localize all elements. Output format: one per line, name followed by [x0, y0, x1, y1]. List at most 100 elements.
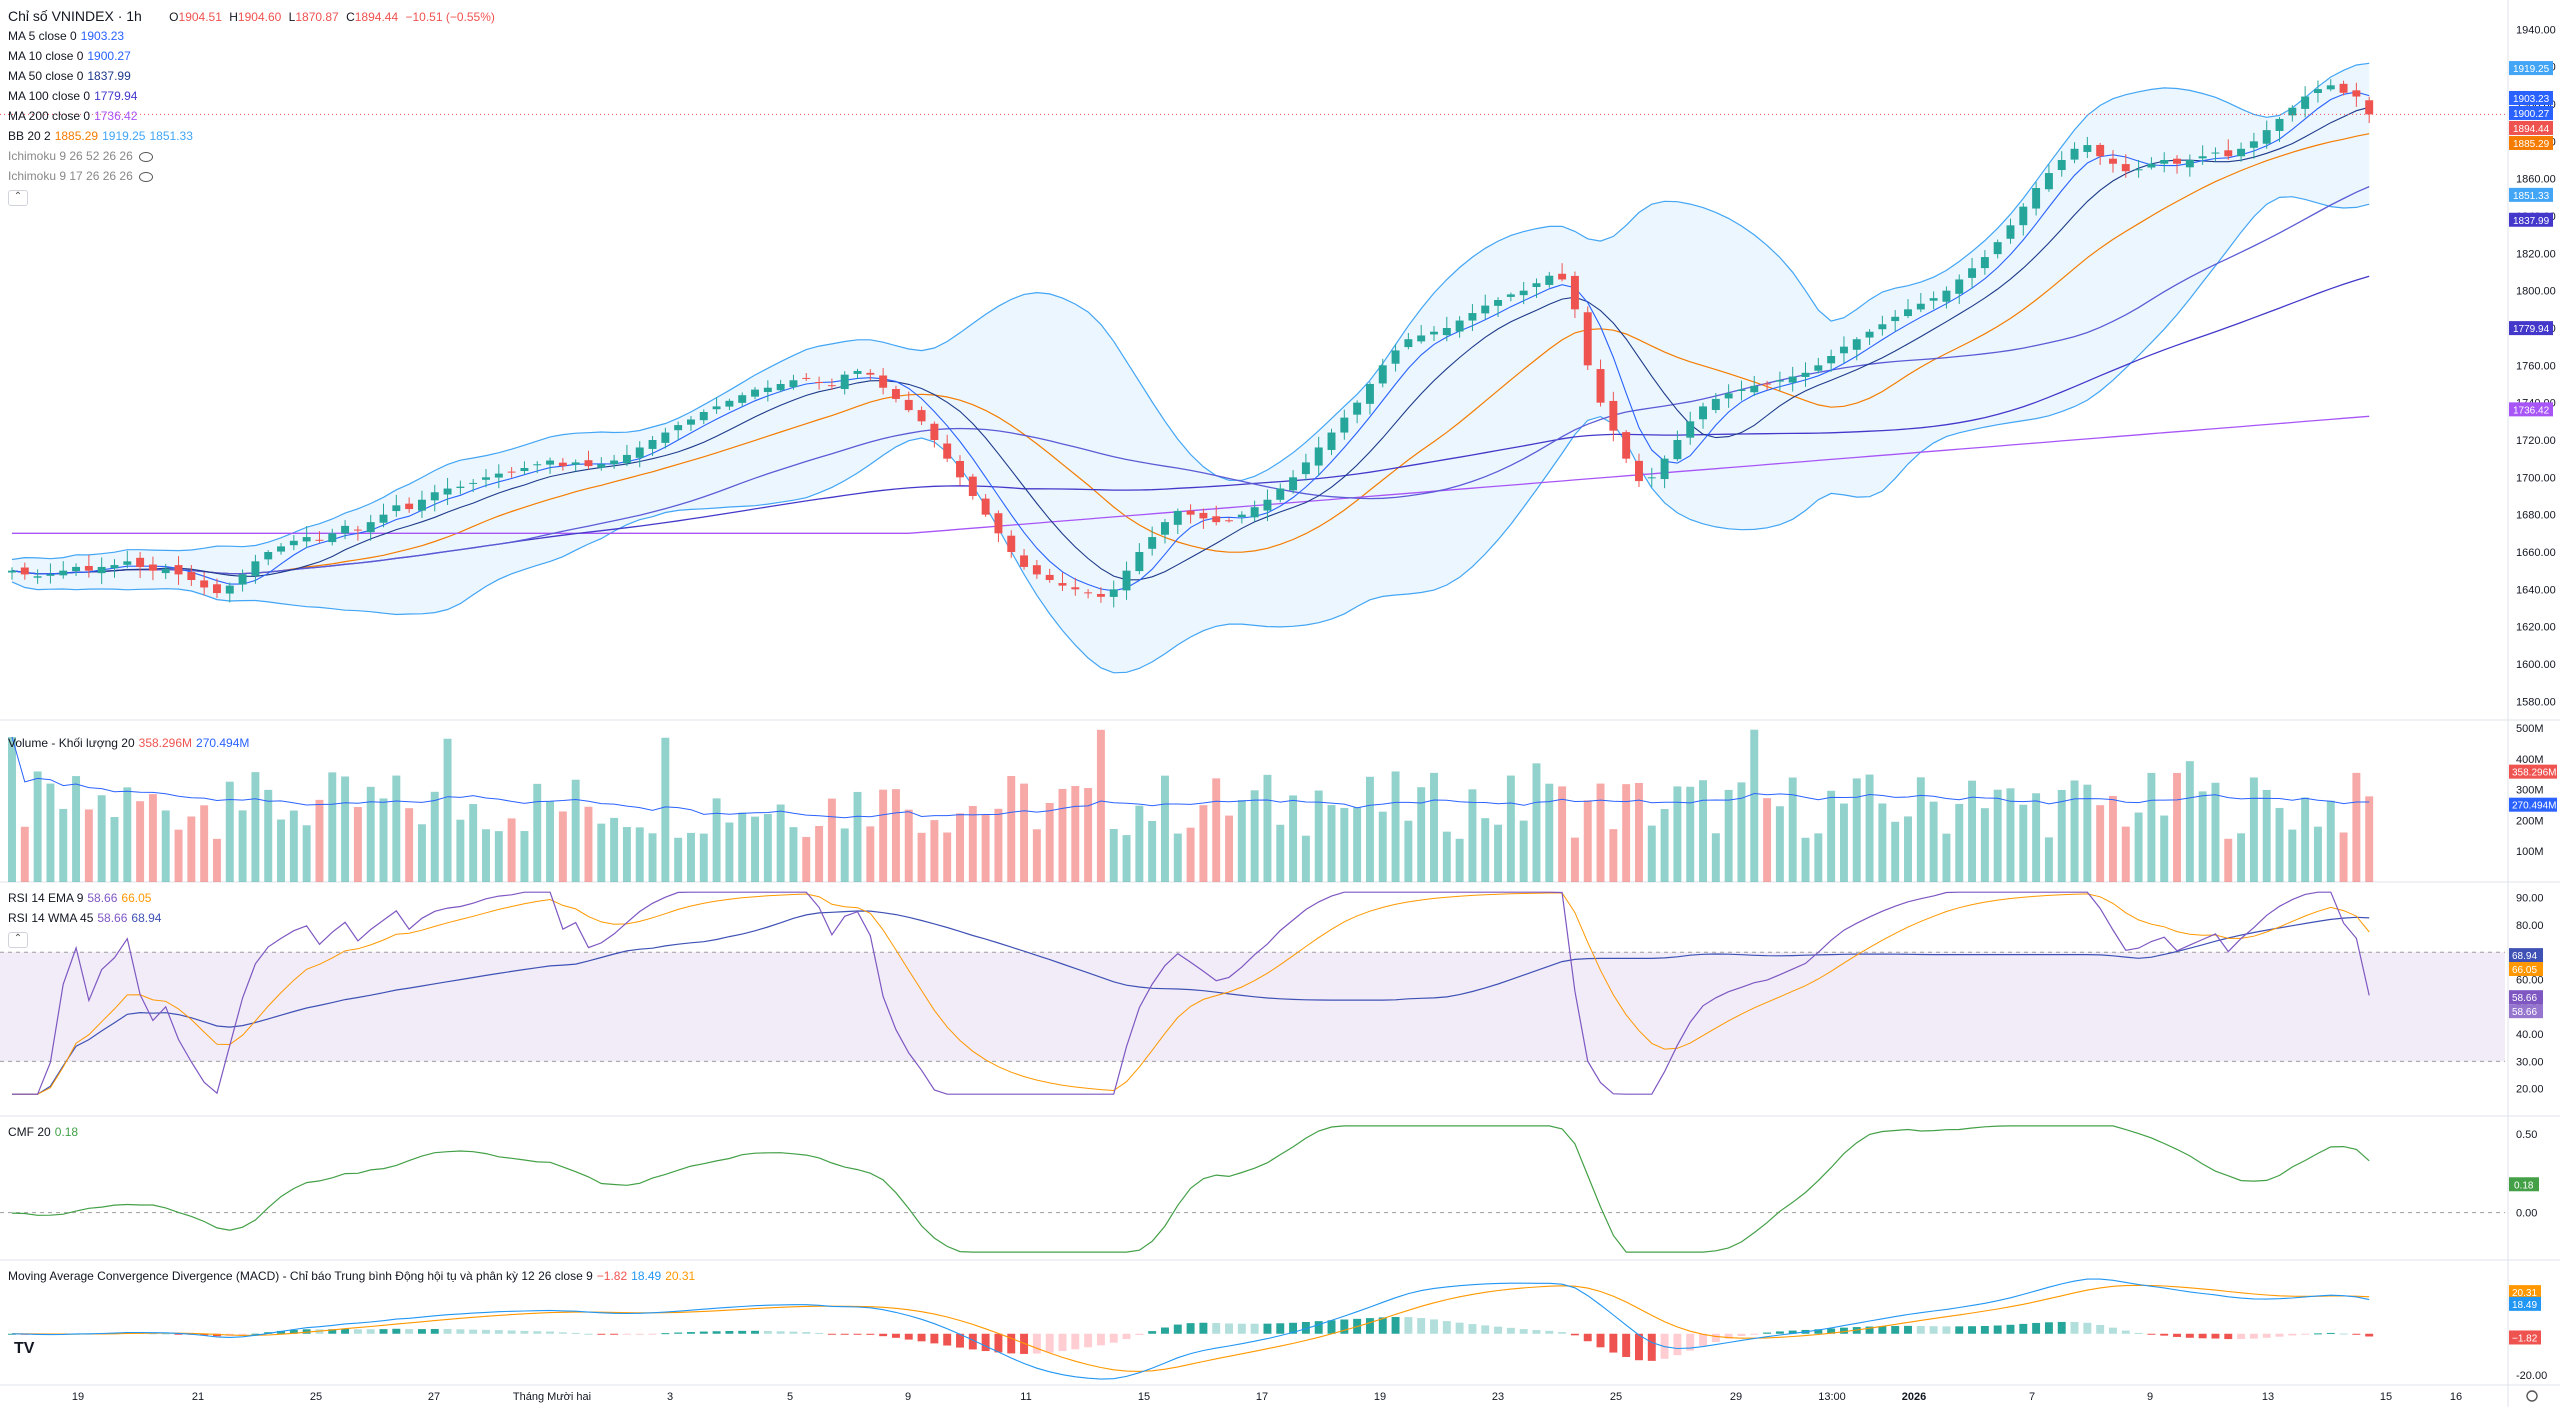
volume-bar	[110, 817, 119, 882]
volume-bar	[891, 789, 900, 882]
macd-histogram-bar	[328, 1329, 337, 1334]
symbol-title[interactable]: Chỉ số VNINDEX · 1h	[8, 8, 142, 24]
candle-body	[584, 460, 593, 467]
time-axis-tick: 19	[72, 1391, 84, 1403]
candle-body	[123, 561, 132, 565]
volume-axis-tick: 500M	[2516, 723, 2544, 735]
volume-bar	[994, 808, 1003, 882]
macd-histogram-bar	[1763, 1332, 1772, 1334]
volume-bar	[2173, 772, 2181, 882]
volume-bar	[1929, 801, 1938, 882]
candle-body	[1058, 583, 1067, 586]
volume-bar	[494, 831, 503, 882]
ichimoku1-legend[interactable]: Ichimoku 9 26 52 26 26	[8, 146, 153, 166]
volume-legend[interactable]: Volume - Khối lượng 20 358.296M 270.494M	[8, 733, 249, 753]
rsi-wma-legend[interactable]: RSI 14 WMA 45 58.66 68.94	[8, 908, 161, 928]
macd-hist-value: −1.82	[596, 1269, 628, 1283]
volume-bar	[1904, 816, 1912, 882]
macd-histogram-bar	[1301, 1322, 1310, 1334]
macd-histogram-bar	[2275, 1333, 2284, 1337]
ma50-tag-text: 1837.99	[2513, 216, 2550, 227]
volume-bar	[302, 825, 311, 882]
candle-body	[110, 565, 119, 569]
collapse-legend-button[interactable]: ⌃	[8, 190, 28, 206]
macd-histogram-bar	[1635, 1333, 1643, 1361]
candle-body	[174, 565, 183, 575]
candle-body	[1212, 516, 1221, 523]
collapse-rsi-legend-button[interactable]: ⌃	[8, 932, 28, 948]
macd-histogram-bar	[302, 1329, 311, 1334]
settings-gear-icon[interactable]	[2526, 1390, 2538, 1402]
candle-body	[1020, 555, 1029, 567]
macd-histogram-bar	[815, 1332, 824, 1334]
macd-histogram-bar	[1340, 1319, 1349, 1334]
candle-body	[943, 443, 952, 459]
candle-body	[994, 513, 1003, 534]
volume-bar	[1993, 789, 2002, 882]
ma10-legend[interactable]: MA 10 close 0 1900.27	[8, 46, 131, 66]
cmf-legend[interactable]: CMF 20 0.18	[8, 1122, 78, 1142]
volume-bar	[2249, 777, 2258, 882]
macd-histogram-bar	[891, 1333, 900, 1338]
rsi-ema-legend[interactable]: RSI 14 EMA 9 58.66 66.05	[8, 888, 151, 908]
volume-bar	[802, 836, 811, 882]
macd-histogram-bar	[1955, 1326, 1964, 1334]
volume-bar	[1699, 780, 1707, 882]
macd-histogram-bar	[430, 1328, 439, 1334]
hidden-eye-icon[interactable]	[138, 171, 153, 182]
bb-legend[interactable]: BB 20 2 1885.29 1919.25 1851.33	[8, 126, 193, 146]
candle-body	[341, 525, 350, 534]
volume-bar	[507, 818, 516, 882]
volume-bar	[956, 813, 964, 882]
candle-body	[225, 585, 234, 594]
macd-histogram-bar	[687, 1332, 695, 1334]
volume-axis-tick: 300M	[2516, 785, 2544, 797]
volume-bar	[853, 791, 862, 882]
candle-body	[1148, 537, 1157, 549]
ma50-legend[interactable]: MA 50 close 0 1837.99	[8, 66, 131, 86]
macd-histogram-bar	[1122, 1333, 1131, 1340]
candle-body	[46, 574, 55, 576]
ichimoku2-legend[interactable]: Ichimoku 9 17 26 26 26	[8, 166, 153, 186]
ma5-legend[interactable]: MA 5 close 0 1903.23	[8, 26, 124, 46]
rsi-line	[12, 891, 2370, 1095]
macd-histogram-bar	[1276, 1323, 1285, 1334]
time-axis-tick: 13:00	[1818, 1391, 1846, 1403]
macd-histogram-bar	[1007, 1333, 1016, 1354]
macd-histogram-bar	[994, 1333, 1003, 1353]
volume-bar	[161, 810, 170, 882]
hidden-eye-icon[interactable]	[138, 151, 153, 162]
volume-bar	[2365, 796, 2374, 882]
volume-bar	[1020, 783, 1029, 882]
volume-bar	[2160, 815, 2169, 882]
volume-bar	[712, 798, 721, 882]
volume-bar	[1635, 782, 1643, 882]
volume-bar	[148, 794, 157, 882]
volume-bar	[2083, 784, 2092, 882]
candle-body	[469, 482, 478, 484]
candle-body	[520, 468, 529, 472]
ma200-legend[interactable]: MA 200 close 0 1736.42	[8, 106, 137, 126]
volume-ma-line	[11, 736, 2370, 819]
macd-histogram-bar	[699, 1331, 708, 1334]
volume-bar	[1032, 829, 1041, 882]
volume-tag	[2509, 764, 2557, 779]
candle-body	[1558, 273, 1567, 280]
tradingview-logo: TV	[14, 1340, 35, 1357]
volume-bar	[1955, 803, 1964, 882]
volume-bar	[1660, 809, 1669, 882]
candle-body	[1622, 432, 1631, 459]
candle-body	[1814, 365, 1823, 371]
macd-histogram-bar	[738, 1330, 747, 1334]
candle-body	[661, 432, 670, 443]
macd-legend[interactable]: Moving Average Convergence Divergence (M…	[8, 1266, 695, 1286]
macd-histogram-bar	[674, 1332, 683, 1334]
macd-histogram-bar	[1865, 1326, 1874, 1334]
candle-body	[789, 380, 798, 388]
macd-histogram-bar	[1071, 1333, 1080, 1350]
candle-body	[1391, 350, 1400, 364]
ma100-legend[interactable]: MA 100 close 0 1779.94	[8, 86, 137, 106]
macd-histogram-bar	[174, 1333, 183, 1335]
candle-body	[558, 462, 567, 467]
